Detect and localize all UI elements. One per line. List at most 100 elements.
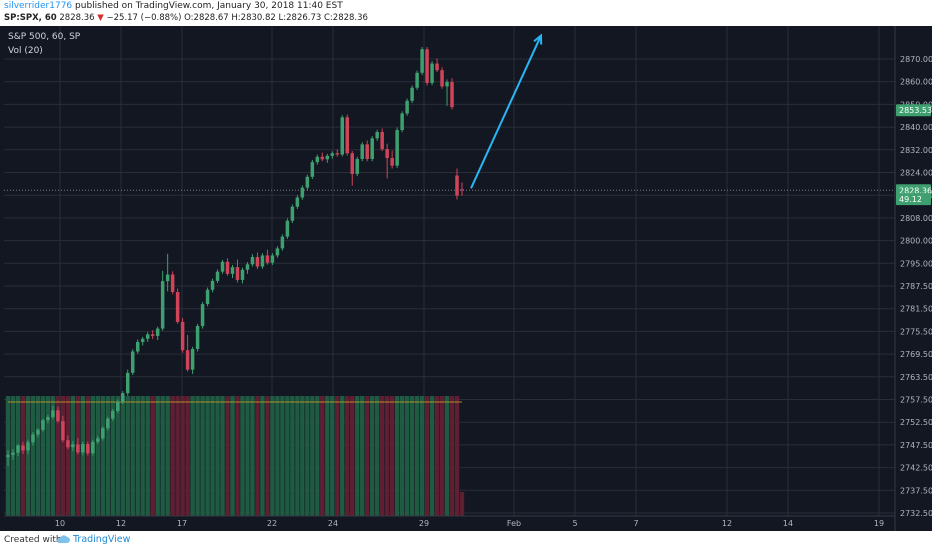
time-tick-label: 29 [419, 519, 429, 528]
candle-body [300, 187, 305, 198]
candle-body [445, 82, 449, 87]
volume-bar [155, 396, 160, 516]
volume-bar [115, 396, 120, 516]
volume-bar [195, 396, 200, 516]
price-tick-label: 2763.50 [900, 373, 932, 382]
low-value: 2826.73 [286, 13, 322, 23]
time-axis: 10 12 17 22 24 29 Feb 5 7 12 14 19 [4, 515, 895, 528]
price-tick-label: 2732.50 [900, 509, 932, 518]
volume-bar [40, 396, 46, 516]
candle-body [145, 334, 150, 339]
grid [4, 26, 895, 516]
candle-body [96, 438, 100, 442]
candle-body [140, 338, 145, 342]
volume-bar [60, 396, 66, 516]
annotation-arrowhead [533, 33, 543, 45]
candle-body [160, 281, 165, 329]
price-tick-label: 2860.00 [900, 78, 932, 87]
volume-bar [285, 396, 290, 516]
candle-body [66, 440, 70, 448]
time-tick-label: 10 [55, 519, 65, 528]
candle-body [435, 63, 439, 71]
tradingview-brand[interactable]: TradingView [56, 534, 130, 545]
legend-vol: Vol (20) [8, 46, 43, 56]
volume-bar [230, 396, 235, 516]
volume-bar [355, 396, 360, 516]
volume-bar [255, 396, 260, 516]
volume-bar [150, 396, 155, 516]
volume-bar [424, 396, 430, 516]
candle-body [215, 271, 220, 281]
chart-background [0, 26, 932, 531]
volume-bar [330, 396, 335, 516]
candles [4, 33, 895, 467]
volume-bar [280, 396, 285, 516]
volume-bar [399, 396, 405, 516]
volume-bar [409, 396, 415, 516]
volume-bar [110, 396, 115, 516]
candle-body [16, 445, 20, 453]
candle-body [320, 156, 325, 160]
volume-bar [215, 396, 220, 516]
candle-body [61, 421, 65, 441]
volume-bar [135, 396, 140, 516]
volume-bar [105, 396, 110, 516]
volume-bar [20, 396, 26, 516]
time-tick-label: Feb [507, 519, 521, 528]
volume-bar [350, 396, 355, 516]
candle-body [460, 189, 464, 191]
high-label: H: [231, 13, 241, 23]
volume-bar [210, 396, 215, 516]
volume-bar [414, 396, 420, 516]
price-badge-label: 49.12 [899, 195, 922, 204]
volume-bar [265, 396, 270, 516]
price-change: −25.17 (−0.88%) [106, 13, 182, 23]
volume-bar [225, 396, 230, 516]
candle-body [41, 420, 45, 430]
price-badge-label: 2853.53 [899, 106, 932, 115]
chart-header: silverrider1776 published on TradingView… [0, 0, 932, 26]
candle-body [106, 418, 110, 429]
time-tick-label: 12 [116, 519, 126, 528]
candle-body [280, 236, 285, 249]
volume-bar [439, 396, 445, 516]
volume-bar [75, 396, 81, 516]
volume-bar [315, 396, 320, 516]
price-tick-label: 2787.50 [900, 282, 932, 291]
time-tick-label: 19 [874, 519, 884, 528]
volume-bar [145, 396, 150, 516]
volume-bar [190, 396, 195, 516]
volume-bar [384, 396, 390, 516]
candle-body [71, 444, 75, 448]
candle-body [270, 255, 275, 263]
candle-body [380, 131, 384, 150]
symbol-label: SP:SPX, 60 [4, 13, 57, 23]
open-value: 2828.67 [193, 13, 229, 23]
time-tick-label: 22 [267, 519, 277, 528]
price-tick-label: 2742.50 [900, 464, 932, 473]
volume-bar [275, 396, 280, 516]
chart-area[interactable]: 2870.002860.002850.002840.002832.002824.… [0, 26, 932, 531]
time-tick-label: 12 [722, 519, 732, 528]
candle-body [260, 255, 265, 267]
price-tick-label: 2769.50 [900, 350, 932, 359]
time-tick-label: 5 [572, 519, 577, 528]
author-link[interactable]: silverrider1776 [4, 1, 73, 11]
candle-body [345, 117, 349, 154]
candle-body [310, 162, 315, 177]
candle-body [290, 206, 295, 221]
volume-bar [444, 396, 450, 516]
candle-body [370, 138, 374, 159]
candle-body [91, 441, 95, 454]
volume-bar [165, 396, 170, 516]
annotation-arrow [470, 35, 542, 189]
volume-bar [30, 396, 36, 516]
candle-body [400, 113, 404, 131]
candle-body [415, 72, 419, 88]
candle-body [81, 444, 85, 453]
price-tick-label: 2824.00 [900, 169, 932, 178]
candlestick-chart[interactable]: 2870.002860.002850.002840.002832.002824.… [0, 26, 932, 531]
volume-bar [300, 396, 305, 516]
candle-body [130, 351, 135, 373]
candle-body [405, 100, 409, 114]
